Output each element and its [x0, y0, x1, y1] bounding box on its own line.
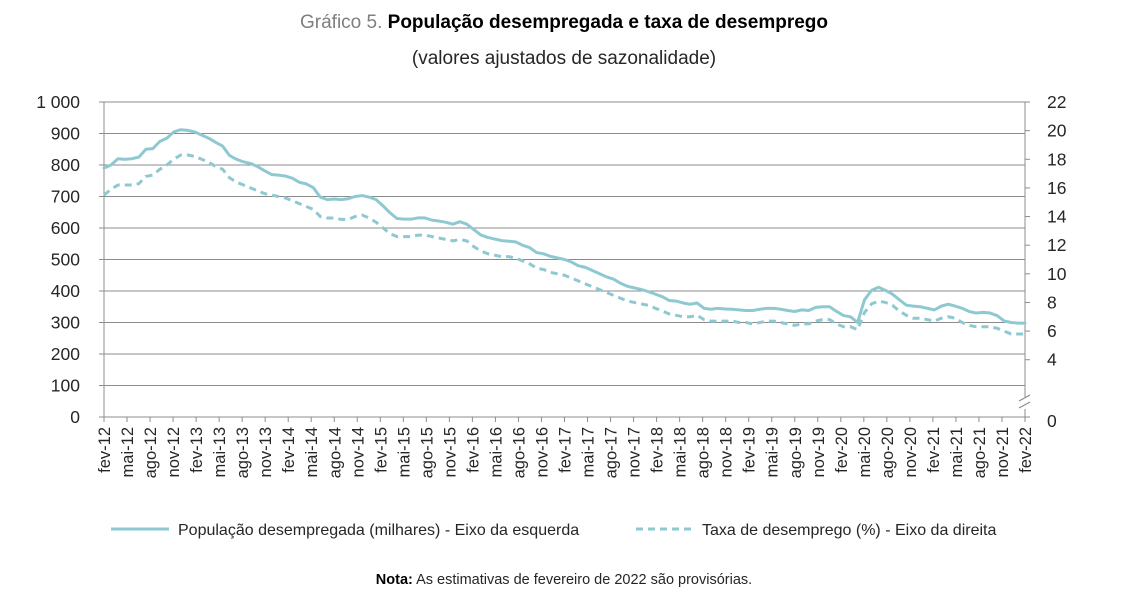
x-tick-label: nov-16	[533, 427, 551, 477]
x-tick-label: nov-21	[994, 427, 1012, 477]
x-tick-label: nov-14	[349, 427, 367, 477]
y-left-tick-label: 900	[51, 124, 80, 144]
x-tick-label: nov-13	[257, 427, 275, 477]
x-tick-label: mai-19	[764, 427, 782, 477]
x-tick-label: mai-12	[119, 427, 137, 477]
axes	[99, 101, 1031, 422]
y-right-tick-label: 0	[1047, 411, 1057, 431]
y-left-tick-label: 0	[70, 407, 80, 427]
y-right-tick-label: 8	[1047, 292, 1057, 312]
x-tick-label: fev-12	[96, 427, 114, 473]
axis-break-mark	[1018, 394, 1031, 402]
y-left-tick-label: 300	[51, 313, 80, 333]
y-left-tick-label: 200	[51, 344, 80, 364]
y-axis-left-labels: 0 100 200 300 400 500 600 700 800 900 1 000	[36, 92, 80, 427]
x-tick-label: ago-18	[695, 427, 713, 478]
x-tick-label: mai-16	[487, 427, 505, 477]
y-right-tick-label: 20	[1047, 121, 1067, 141]
x-tick-label: fev-18	[649, 427, 667, 473]
y-left-tick-label: 500	[51, 250, 80, 270]
x-tick-label: ago-16	[510, 427, 528, 478]
series-lines	[102, 128, 1027, 336]
x-tick-label: mai-13	[211, 427, 229, 477]
x-tick-label: fev-19	[741, 427, 759, 473]
x-tick-label: nov-15	[441, 427, 459, 477]
legend: População desempregada (milhares) - Eixo…	[111, 522, 996, 539]
note-label: Nota:	[375, 572, 413, 588]
y-left-tick-label: 1 000	[36, 92, 80, 112]
x-tick-label: ago-19	[787, 427, 805, 478]
x-tick-label: nov-12	[165, 427, 183, 477]
x-tick-label: mai-15	[395, 427, 413, 477]
line-chart: 0 100 200 300 400 500 600 700 800 900 1 000 0 4 6 8 10…	[36, 92, 1067, 539]
x-tick-label: nov-20	[902, 427, 920, 477]
chart-subtitle: (valores ajustados de sazonalidade)	[411, 48, 717, 69]
x-tick-label: mai-18	[672, 427, 690, 477]
x-tick-label: fev-17	[557, 427, 575, 473]
y-right-tick-label: 12	[1047, 235, 1066, 255]
y-right-tick-label: 14	[1047, 207, 1067, 227]
x-tick-label: fev-21	[925, 427, 943, 473]
y-right-tick-label: 16	[1047, 178, 1066, 198]
x-tick-label: nov-19	[810, 427, 828, 477]
x-tick-label: ago-21	[971, 427, 989, 478]
note-text: As estimativas de fevereiro de 2022 são …	[412, 572, 753, 588]
y-left-tick-label: 100	[51, 376, 80, 396]
y-right-tick-label: 22	[1047, 92, 1066, 112]
series-line-unemployed-population	[102, 128, 1027, 325]
x-tick-label: fev-22	[1017, 427, 1035, 473]
x-tick-label: mai-14	[303, 427, 321, 477]
x-tick-label: ago-17	[603, 427, 621, 478]
x-tick-label: mai-21	[948, 427, 966, 477]
chart-note: Nota: As estimativas de fevereiro de 202…	[0, 572, 1128, 588]
legend-label: População desempregada (milhares) - Eixo…	[178, 522, 579, 539]
x-tick-label: mai-20	[856, 427, 874, 477]
y-right-tick-label: 6	[1047, 321, 1057, 341]
y-left-tick-label: 600	[51, 218, 80, 238]
legend-label: Taxa de desemprego (%) - Eixo da direita	[702, 522, 996, 539]
y-left-tick-label: 400	[51, 281, 80, 301]
x-tick-label: fev-16	[464, 427, 482, 473]
series-line-unemployment-rate	[103, 153, 1025, 336]
chart-title-prefix: Gráfico 5.	[300, 12, 383, 33]
grid-lines	[104, 101, 1025, 386]
chart-title-main: População desempregada e taxa de desempr…	[387, 12, 828, 33]
axis-break-gap	[1020, 397, 1030, 409]
y-right-tick-label: 4	[1047, 350, 1057, 370]
x-axis-labels: fev-12 mai-12 ago-12 nov-12 fev-13 mai-13 ago-…	[96, 427, 1035, 478]
x-tick-label: fev-14	[280, 427, 298, 473]
x-tick-label: ago-13	[234, 427, 252, 478]
y-left-tick-label: 700	[51, 187, 80, 207]
y-right-tick-label: 18	[1047, 149, 1066, 169]
x-tick-label: mai-17	[580, 427, 598, 477]
x-tick-label: ago-12	[142, 427, 160, 478]
x-tick-label: nov-18	[718, 427, 736, 477]
chart-title: Gráfico 5. População desempregada e taxa…	[0, 12, 1128, 34]
x-tick-label: ago-20	[879, 427, 897, 478]
x-tick-label: fev-20	[833, 427, 851, 473]
x-tick-label: fev-15	[372, 427, 390, 473]
axis-break-mark	[1018, 401, 1031, 409]
x-tick-label: ago-14	[326, 427, 344, 478]
x-tick-label: fev-13	[188, 427, 206, 473]
y-axis-right-labels: 0 4 6 8 10 12 14 16 18 20 22	[1047, 92, 1067, 431]
y-right-tick-label: 10	[1047, 264, 1067, 284]
x-tick-label: nov-17	[626, 427, 644, 477]
x-tick-label: ago-15	[418, 427, 436, 478]
y-left-tick-label: 800	[51, 155, 80, 175]
